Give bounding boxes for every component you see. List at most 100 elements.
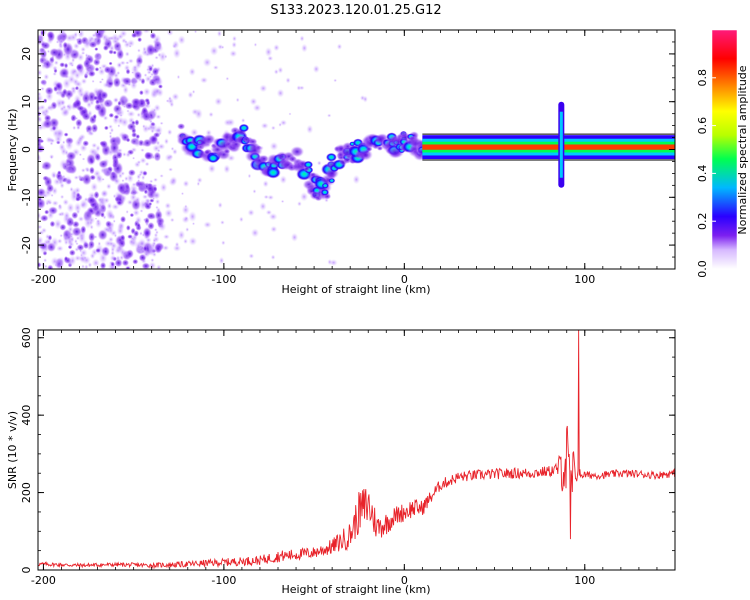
spectrogram-noise-cell xyxy=(56,88,65,98)
spectrogram-noise-cell xyxy=(102,44,109,51)
spectrogram-noise-cell xyxy=(38,261,42,268)
spectrogram-noise-cell xyxy=(336,43,343,50)
spectrogram-noise-cell xyxy=(108,61,113,66)
spectrogram-noise-cell xyxy=(115,151,123,160)
spectrogram-noise-cell xyxy=(169,217,175,223)
spectrogram-noise-cell xyxy=(144,97,150,104)
spectrogram-y-tick-label: -10 xyxy=(20,188,33,206)
spectrogram-noise-cell xyxy=(207,163,216,174)
spectrogram-noise-cell xyxy=(190,128,199,137)
spectrogram-noise-cell xyxy=(63,132,69,137)
spectrogram-noise-cell xyxy=(120,117,129,128)
spectrogram-noise-cell xyxy=(277,66,284,74)
spectrogram-noise-cell xyxy=(212,65,219,70)
spectrogram-noise-cell xyxy=(152,240,157,247)
colorbar-tick-label: 0.4 xyxy=(696,165,709,183)
spectrogram-noise-cell xyxy=(260,122,269,130)
spectrogram-noise-cell xyxy=(209,45,219,56)
spectrogram-noise-cell xyxy=(73,31,79,38)
spectrogram-noise-cell xyxy=(67,161,71,165)
spectrogram-noise-cell xyxy=(108,212,114,219)
spectrogram-band-core xyxy=(422,144,675,150)
spectrogram-noise-cell xyxy=(152,108,157,112)
spectrogram-noise-cell xyxy=(136,222,141,229)
snr-frame xyxy=(37,329,676,571)
spectrogram-noise-cell xyxy=(129,183,139,195)
spectrogram-noise-cell xyxy=(145,43,156,57)
spectrogram-noise-cell xyxy=(134,119,140,126)
spectrogram-noise-cell xyxy=(352,174,361,185)
spectrogram-noise-cell xyxy=(85,168,91,173)
spectrogram-noise-cell xyxy=(63,255,69,262)
spectrogram-noise-cell xyxy=(100,91,109,100)
spectrogram-noise-cell xyxy=(92,113,97,120)
spectrogram-noise-cell xyxy=(162,244,170,251)
spectrogram-noise-cell xyxy=(71,211,79,220)
spectrogram-noise-cell xyxy=(142,87,151,97)
spectrogram-noise-cell xyxy=(75,196,81,202)
spectrogram-noise-cell xyxy=(177,230,186,241)
snr-marks xyxy=(38,330,675,570)
spectrogram-noise-cell xyxy=(152,191,161,200)
spectrogram-noise-cell xyxy=(111,38,120,45)
spectrogram-noise-cell xyxy=(270,225,278,233)
spectrogram-noise-cell xyxy=(40,41,51,50)
spectrogram-noise-cell xyxy=(110,261,115,267)
spectrogram-noise-cell xyxy=(249,97,258,106)
spectrogram-noise-cell xyxy=(145,198,151,205)
spectrogram-signal-blob xyxy=(206,153,220,164)
spectrogram-noise-cell xyxy=(44,198,53,205)
spectrogram-noise-cell xyxy=(156,264,162,269)
spectrogram-noise-cell xyxy=(59,62,66,68)
spectrogram-spike-core xyxy=(559,111,563,178)
spectrogram-noise-cell xyxy=(82,38,92,50)
spectrogram-noise-cell xyxy=(38,116,43,124)
spectrogram-noise-cell xyxy=(77,215,85,222)
spectrogram-noise-cell xyxy=(125,266,131,269)
spectrogram-noise-cell xyxy=(183,238,188,245)
spectrogram-noise-cell xyxy=(268,212,278,221)
spectrogram-noise-cell xyxy=(87,109,93,118)
spectrogram-noise-cell xyxy=(49,138,56,144)
spectrogram-noise-cell xyxy=(89,100,95,106)
spectrogram-noise-cell xyxy=(194,108,203,120)
spectrogram-noise-cell xyxy=(43,258,48,263)
spectrogram-noise-cell xyxy=(83,72,89,77)
spectrogram-noise-cell xyxy=(45,237,52,246)
spectrogram-noise-cell xyxy=(181,205,190,215)
spectrogram-noise-cell xyxy=(301,43,308,53)
spectrogram-noise-cell xyxy=(137,37,143,43)
spectrogram-noise-cell xyxy=(66,202,75,213)
spectrogram-noise-cell xyxy=(112,76,122,88)
spectrogram-noise-cell xyxy=(100,140,109,149)
spectrogram-noise-cell xyxy=(39,214,49,222)
spectrogram-noise-cell xyxy=(77,135,84,142)
spectrogram-noise-cell xyxy=(154,55,159,60)
spectrogram-noise-cell xyxy=(62,88,68,96)
spectrogram-noise-cell xyxy=(163,138,169,145)
spectrogram-noise-cell xyxy=(38,197,42,202)
spectrogram-noise-cell xyxy=(50,256,60,267)
spectrogram-noise-cell xyxy=(66,104,71,109)
colorbar-ticks: 0.0 0.2 0.4 0.6 0.8 xyxy=(696,69,716,278)
spectrogram-noise-cell xyxy=(141,262,151,269)
spectrogram-noise-cell xyxy=(127,82,132,87)
spectrogram-noise-cell xyxy=(42,118,53,130)
spectrogram-y-tick-label: 10 xyxy=(20,95,33,109)
spectrogram-noise-cell xyxy=(108,112,115,118)
spectrogram-noise-cell xyxy=(247,173,252,179)
spectrogram-noise-cell xyxy=(149,72,155,77)
spectrogram-noise-cell xyxy=(144,161,150,167)
spectrogram-noise-cell xyxy=(81,173,92,186)
spectrogram-noise-cell xyxy=(164,153,174,162)
spectrogram-noise-cell xyxy=(248,253,255,259)
spectrogram-noise-cell xyxy=(132,258,139,265)
spectrogram-noise-cell xyxy=(70,114,77,122)
spectrogram-noise-cell xyxy=(38,93,44,104)
spectrogram-signal-blob xyxy=(238,123,250,133)
spectrogram-noise-cell xyxy=(264,46,273,58)
spectrogram-noise-cell xyxy=(58,30,67,37)
spectrogram-noise-cell xyxy=(280,199,285,204)
spectrogram-signal-blob xyxy=(290,146,305,158)
spectrogram-noise-cell xyxy=(306,124,314,134)
